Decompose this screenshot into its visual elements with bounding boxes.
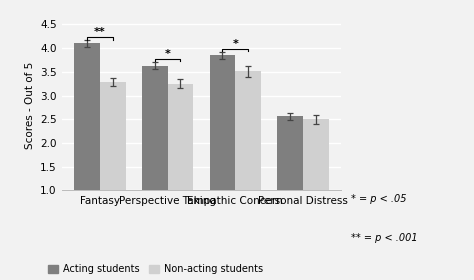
Text: *: * [164,48,171,59]
Text: ** = p < .001: ** = p < .001 [351,233,418,243]
Text: **: ** [94,27,106,37]
Bar [235,71,261,238]
Bar [303,119,328,238]
Bar [168,84,193,238]
Bar [210,55,235,238]
Bar [277,116,303,238]
Y-axis label: Scores - Out of 5: Scores - Out of 5 [25,61,35,149]
Text: * = p < .05: * = p < .05 [351,193,406,204]
Text: *: * [232,39,238,48]
Legend: Acting students, Non-acting students: Acting students, Non-acting students [44,260,266,278]
Bar [100,82,126,238]
Bar [142,66,168,238]
Bar [74,43,100,238]
